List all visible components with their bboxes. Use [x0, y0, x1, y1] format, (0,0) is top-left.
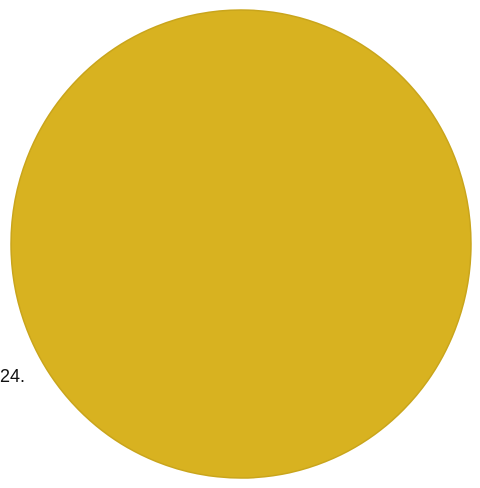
circle-graphic — [10, 9, 472, 479]
yellow-circle — [10, 9, 472, 479]
clipped-text-fragment: 24. — [0, 366, 26, 386]
circle-shape — [10, 9, 472, 479]
